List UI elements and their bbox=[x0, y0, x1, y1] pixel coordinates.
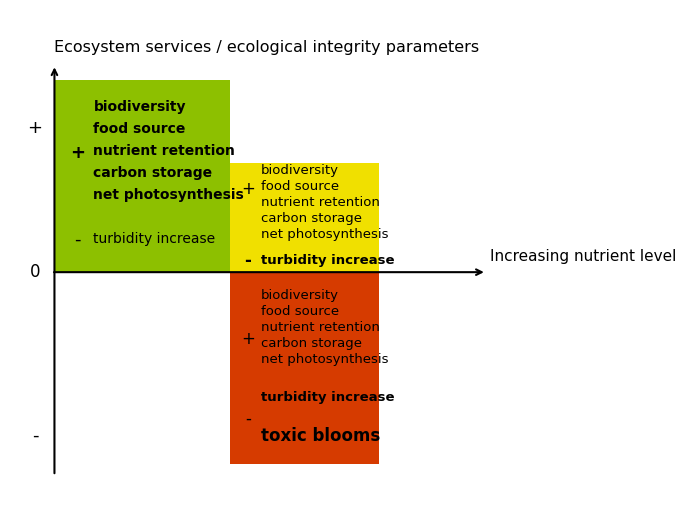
Text: -: - bbox=[245, 409, 251, 427]
Text: food source: food source bbox=[93, 122, 186, 136]
Text: food source: food source bbox=[261, 180, 339, 192]
Text: nutrient retention: nutrient retention bbox=[261, 320, 379, 334]
Text: nutrient retention: nutrient retention bbox=[261, 196, 379, 208]
Text: biodiversity: biodiversity bbox=[93, 100, 186, 114]
Text: 0: 0 bbox=[29, 263, 40, 281]
Text: +: + bbox=[27, 119, 42, 137]
Text: net photosynthesis: net photosynthesis bbox=[93, 188, 244, 202]
Text: nutrient retention: nutrient retention bbox=[93, 144, 236, 158]
Text: turbidity increase: turbidity increase bbox=[261, 254, 395, 267]
Bar bbox=[54, 80, 230, 272]
Text: carbon storage: carbon storage bbox=[93, 166, 212, 180]
Text: carbon storage: carbon storage bbox=[261, 212, 362, 224]
Text: carbon storage: carbon storage bbox=[261, 336, 362, 350]
Text: net photosynthesis: net photosynthesis bbox=[261, 352, 388, 366]
Text: +: + bbox=[70, 144, 85, 162]
Text: turbidity increase: turbidity increase bbox=[261, 391, 395, 404]
Text: biodiversity: biodiversity bbox=[261, 164, 339, 177]
Text: food source: food source bbox=[261, 305, 339, 318]
Bar bbox=[230, 272, 379, 464]
Text: -: - bbox=[32, 427, 38, 445]
Text: +: + bbox=[241, 330, 255, 348]
Text: net photosynthesis: net photosynthesis bbox=[261, 228, 388, 240]
Text: -: - bbox=[245, 252, 251, 270]
Bar bbox=[230, 163, 379, 272]
Text: -: - bbox=[74, 231, 80, 249]
Text: turbidity increase: turbidity increase bbox=[93, 233, 216, 247]
Text: Ecosystem services / ecological integrity parameters: Ecosystem services / ecological integrit… bbox=[54, 40, 480, 55]
Text: toxic blooms: toxic blooms bbox=[261, 427, 380, 445]
Text: Increasing nutrient level: Increasing nutrient level bbox=[490, 249, 676, 265]
Text: biodiversity: biodiversity bbox=[261, 289, 339, 302]
Text: +: + bbox=[241, 181, 255, 199]
